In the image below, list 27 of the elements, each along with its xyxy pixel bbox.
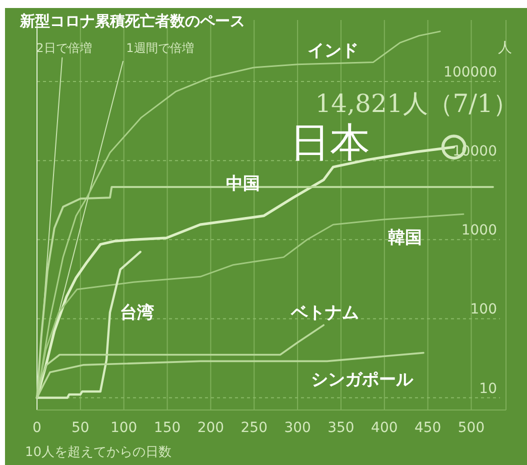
series-label: ベトナム (290, 303, 359, 323)
x-tick-label: 0 (32, 420, 42, 436)
x-axis-title: 10人を超えてからの日数 (25, 445, 172, 460)
x-tick-label: 450 (414, 420, 442, 436)
series-label: 韓国 (388, 228, 422, 248)
x-tick-label: 50 (72, 420, 90, 436)
x-tick-label: 250 (240, 420, 268, 436)
annotation: 14,821人（7/1） (315, 89, 518, 118)
series-label: インド (308, 41, 358, 61)
y-tick-label: 1000 (461, 222, 497, 239)
x-tick-label: 100 (110, 420, 138, 436)
series-label: 台湾 (120, 303, 154, 323)
series-label: 日本 (290, 120, 370, 166)
x-tick-label: 300 (284, 420, 311, 436)
y-tick-label: 100 (470, 302, 497, 318)
x-tick-label: 150 (154, 420, 181, 436)
series-label: 1週間で倍増 (126, 41, 194, 55)
y-axis-title: 人 (498, 40, 512, 56)
y-tick-label: 10 (479, 380, 497, 397)
y-tick-label: 100000 (444, 64, 497, 81)
x-tick-label: 200 (197, 420, 224, 436)
chart-title: 新型コロナ累積死亡者数のペース (19, 12, 245, 30)
series-label: シンガポール (311, 370, 414, 390)
series-label: 中国 (226, 174, 260, 194)
x-tick-label: 500 (458, 420, 485, 436)
x-tick-label: 400 (371, 420, 398, 436)
x-tick-label: 350 (328, 420, 354, 436)
